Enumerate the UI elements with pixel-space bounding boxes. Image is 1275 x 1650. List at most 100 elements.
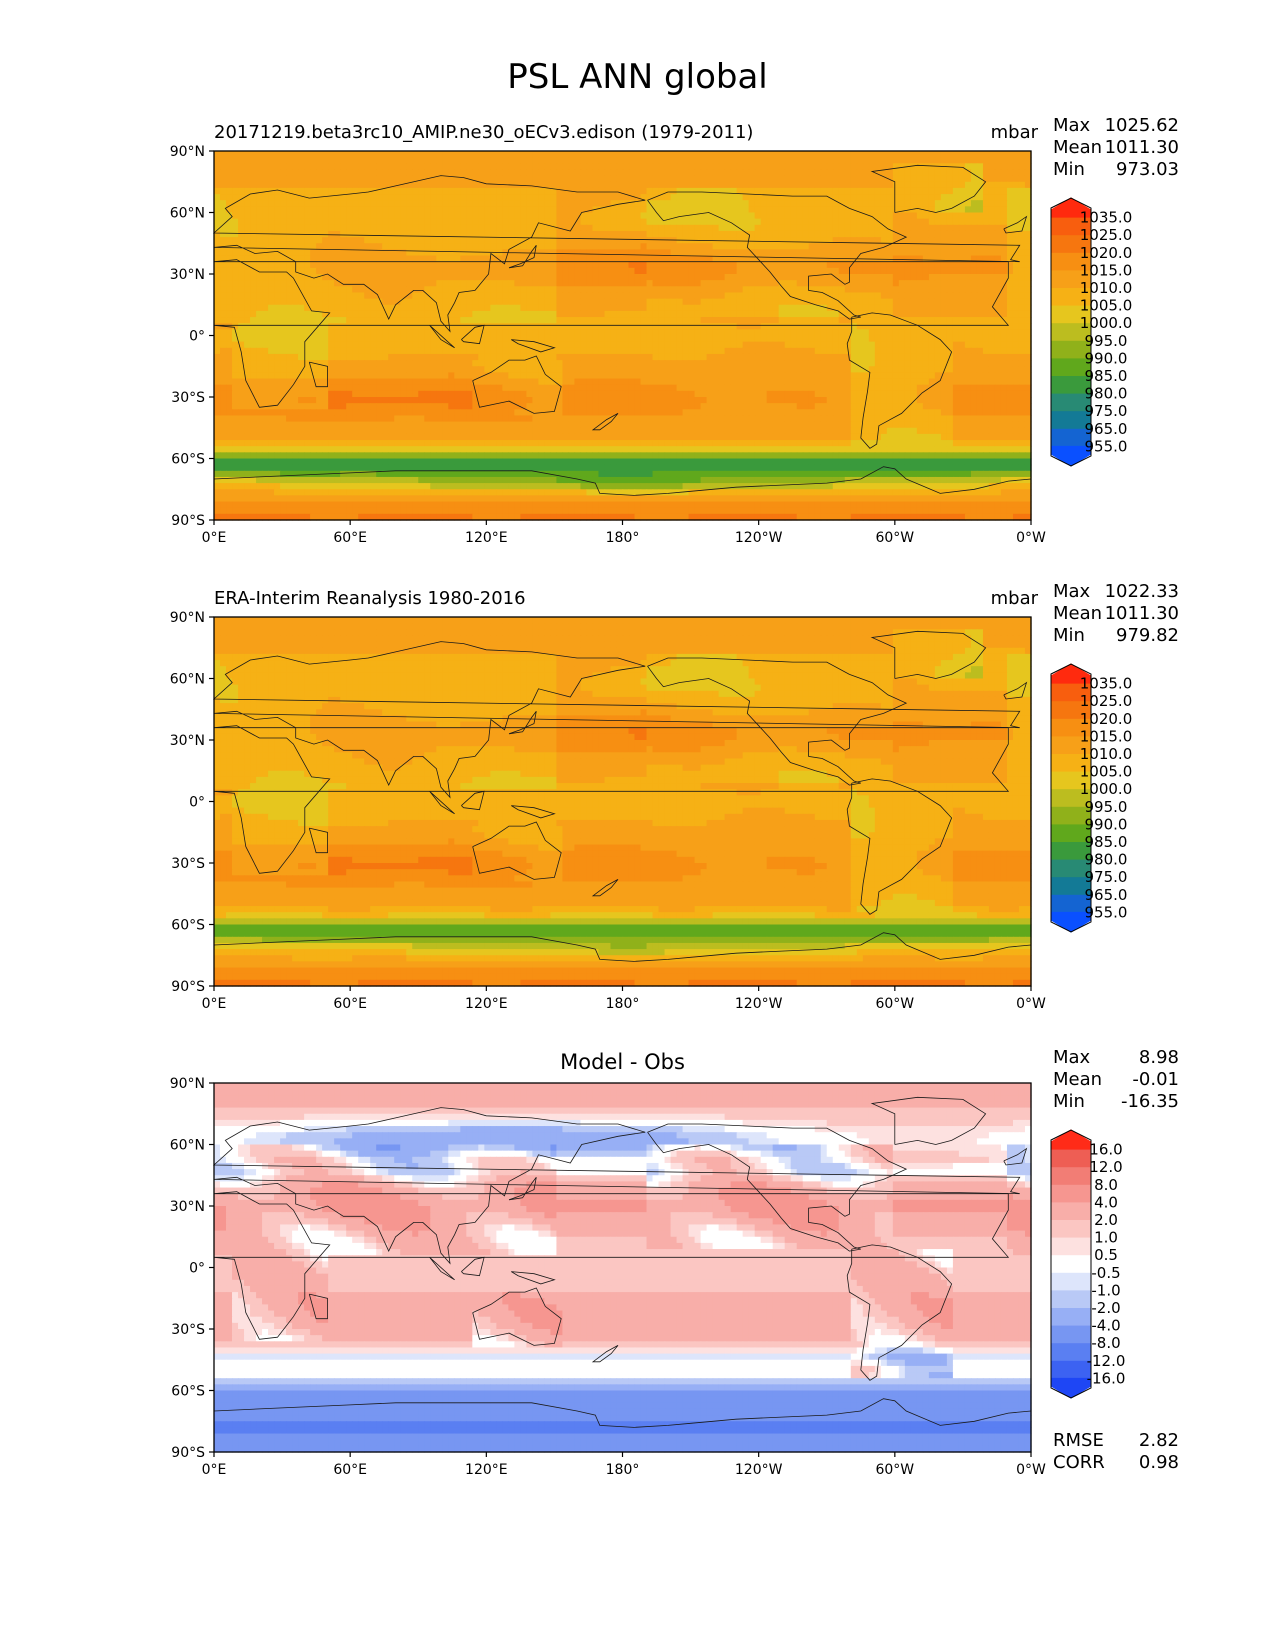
contour-cell (946, 261, 954, 269)
contour-cell (298, 175, 305, 183)
contour-cell (532, 280, 539, 287)
contour-cell (442, 163, 449, 171)
contour-cell (724, 286, 732, 294)
contour-cell (358, 335, 365, 343)
contour-cell (736, 255, 744, 263)
contour-cell (784, 360, 792, 367)
contour-cell (1006, 175, 1014, 183)
contour-cell (820, 267, 828, 275)
contour-cell (238, 274, 245, 281)
contour-cell (334, 335, 341, 343)
contour-cell (262, 366, 269, 373)
contour-cell (1000, 286, 1008, 294)
contour-cell (928, 261, 936, 269)
contour-cell (928, 329, 936, 337)
contour-cell (808, 341, 816, 349)
contour-cell (580, 261, 588, 269)
contour-cell (898, 230, 906, 238)
contour-cell (232, 255, 239, 263)
contour-cell (436, 230, 443, 238)
contour-cell (628, 230, 636, 238)
contour-cell (454, 267, 461, 275)
contour-cell (922, 267, 930, 275)
contour-cell (670, 212, 678, 220)
contour-cell (868, 243, 876, 250)
contour-cell (244, 212, 251, 220)
contour-cell (442, 280, 449, 287)
contour-cell (436, 175, 443, 183)
contour-cell (694, 310, 702, 318)
contour-cell (802, 317, 810, 324)
contour-cell (1012, 292, 1020, 300)
contour-cell (724, 218, 732, 226)
contour-cell (844, 292, 852, 300)
contour-cell (436, 237, 443, 244)
contour-cell (976, 323, 984, 330)
contour-cell (958, 169, 966, 177)
contour-cell (454, 163, 461, 171)
contour-cell (772, 329, 780, 337)
contour-cell (1018, 237, 1026, 244)
contour-cell (898, 347, 906, 355)
contour-cell (712, 200, 720, 207)
contour-cell (658, 298, 666, 306)
contour-cell (814, 304, 822, 312)
contour-cell (760, 151, 768, 158)
contour-cell (286, 163, 293, 171)
contour-cell (406, 237, 413, 244)
contour-cell (406, 230, 413, 238)
contour-cell (514, 274, 521, 281)
contour-cell (466, 255, 473, 263)
contour-cell (1006, 181, 1014, 189)
contour-cell (226, 267, 233, 275)
contour-cell (664, 224, 672, 232)
contour-cell (262, 335, 269, 343)
contour-cell (370, 169, 377, 177)
contour-cell (946, 360, 954, 367)
contour-cell (886, 353, 894, 361)
contour-cell (346, 310, 353, 318)
contour-cell (376, 243, 383, 250)
contour-cell (700, 280, 708, 287)
contour-cell (862, 317, 870, 324)
contour-cell (616, 366, 624, 373)
contour-cell (1024, 255, 1032, 263)
contour-cell (1018, 366, 1026, 373)
contour-cell (916, 335, 924, 343)
contour-cell (784, 341, 792, 349)
contour-cell (724, 169, 732, 177)
contour-cell (418, 194, 425, 201)
contour-cell (796, 194, 804, 201)
contour-cell (676, 181, 684, 189)
contour-cell (856, 230, 864, 238)
contour-cell (592, 317, 600, 324)
contour-cell (406, 274, 413, 281)
contour-cell (772, 372, 780, 380)
contour-cell (394, 323, 401, 330)
contour-cell (484, 353, 491, 361)
contour-cell (628, 335, 636, 343)
contour-cell (880, 280, 888, 287)
contour-cell (418, 280, 425, 287)
contour-cell (964, 255, 972, 263)
contour-cell (652, 280, 660, 287)
contour-cell (244, 323, 251, 330)
contour-cell (292, 323, 299, 330)
contour-cell (808, 353, 816, 361)
contour-cell (496, 372, 503, 380)
contour-cell (232, 286, 239, 294)
contour-cell (256, 267, 263, 275)
contour-cell (298, 366, 305, 373)
contour-cell (454, 175, 461, 183)
contour-cell (364, 200, 371, 207)
contour-cell (388, 157, 395, 164)
contour-cell (352, 249, 359, 257)
contour-cell (922, 335, 930, 343)
contour-cell (508, 169, 515, 177)
contour-cell (358, 323, 365, 330)
contour-cell (862, 274, 870, 281)
contour-cell (532, 304, 539, 312)
contour-cell (640, 347, 648, 355)
contour-cell (856, 323, 864, 330)
contour-cell (340, 212, 347, 220)
